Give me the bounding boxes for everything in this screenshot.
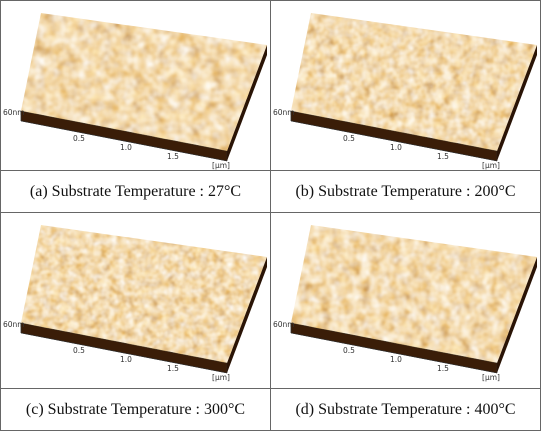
axis-label: 1.0 bbox=[390, 143, 402, 152]
axis-label: 0.5 bbox=[343, 346, 355, 355]
axis-label: 1.0 bbox=[120, 143, 132, 152]
axis-label: [μm] bbox=[212, 373, 230, 382]
caption: (c) Substrate Temperature : 300°C bbox=[0, 388, 271, 431]
axis-label: 0.5 bbox=[343, 134, 355, 143]
axis-label: 60nm bbox=[273, 108, 295, 117]
axis-label: 0.5 bbox=[73, 134, 85, 143]
image-cell: 60nm 0.5 1.0 1.5 [μm] bbox=[0, 0, 271, 171]
axis-label: 1.5 bbox=[167, 152, 179, 161]
axis-label: [μm] bbox=[212, 161, 230, 170]
axis-label: 60nm bbox=[3, 320, 25, 329]
axis-label: 1.5 bbox=[437, 364, 449, 373]
axis-label: 60nm bbox=[3, 108, 25, 117]
image-cell: 60nm 0.5 1.0 1.5 [μm] bbox=[270, 212, 541, 389]
afm-image: 60nm 0.5 1.0 1.5 [μm] bbox=[271, 1, 540, 170]
image-cell: 60nm 0.5 1.0 1.5 [μm] bbox=[270, 0, 541, 171]
axis-label: 1.5 bbox=[167, 364, 179, 373]
figure: 60nm0.51.01.5[μm](a) Substrate Temperatu… bbox=[0, 0, 541, 431]
caption: (a) Substrate Temperature : 27°C bbox=[0, 170, 271, 213]
image-cell: 60nm 0.5 1.0 1.5 [μm] bbox=[0, 212, 271, 389]
afm-image: 60nm 0.5 1.0 1.5 [μm] bbox=[1, 1, 270, 170]
axis-label: [μm] bbox=[482, 373, 500, 382]
axis-label: 1.5 bbox=[437, 152, 449, 161]
caption: (d) Substrate Temperature : 400°C bbox=[270, 388, 541, 431]
axis-label: 0.5 bbox=[73, 346, 85, 355]
axis-label: [μm] bbox=[482, 161, 500, 170]
axis-label: 1.0 bbox=[390, 355, 402, 364]
axis-label: 1.0 bbox=[120, 355, 132, 364]
caption: (b) Substrate Temperature : 200°C bbox=[270, 170, 541, 213]
axis-label: 60nm bbox=[273, 320, 295, 329]
afm-image: 60nm 0.5 1.0 1.5 [μm] bbox=[271, 213, 540, 388]
afm-image: 60nm 0.5 1.0 1.5 [μm] bbox=[1, 213, 270, 388]
